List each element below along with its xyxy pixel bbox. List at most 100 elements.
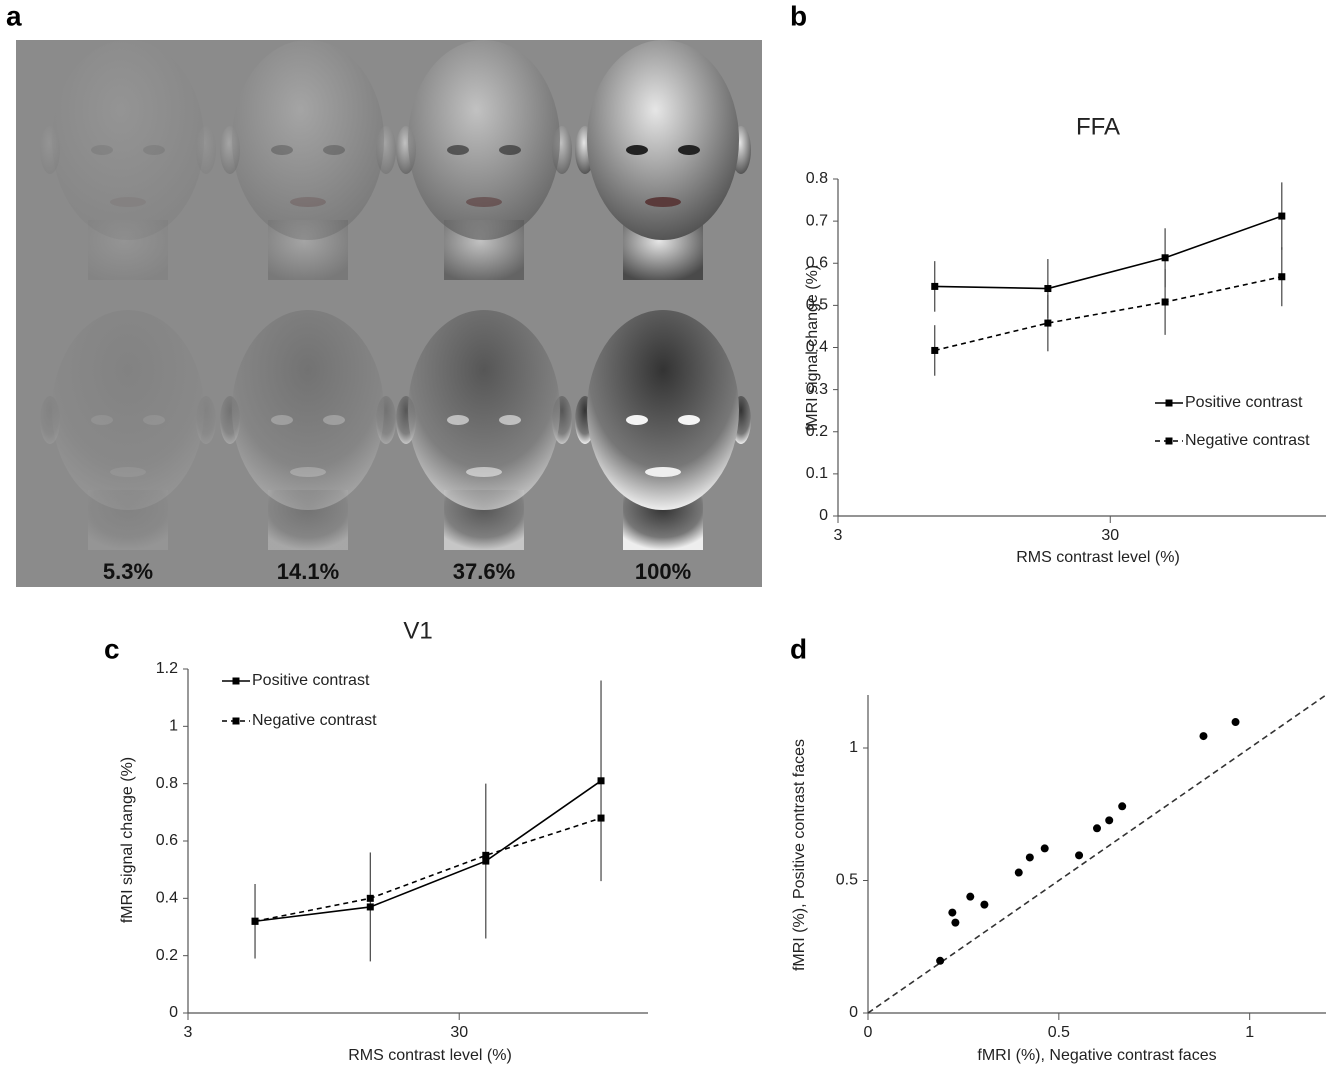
face-eye [91,145,113,155]
chart-title: V1 [403,617,432,644]
contrast-label: 100% [635,559,691,584]
y-tick-label: 0 [849,1004,858,1021]
face-eye [323,145,345,155]
panel-letter: c [104,633,120,664]
marker [367,895,374,902]
panel-letter: d [790,633,807,664]
legend-label: Positive contrast [252,672,370,689]
contrast-label: 14.1% [277,559,339,584]
face-eye [447,415,469,425]
face-head [408,40,560,240]
series-line [255,818,601,921]
legend-marker [1166,400,1173,407]
y-axis-label: fMRI signal change (%) [119,757,136,923]
legend-label: Negative contrast [252,712,377,729]
figure: a b c d 5.3% 14.1% 37.6% 100% FFA RMS contras… [0,0,1336,1070]
y-tick-label: 0.8 [806,170,828,187]
point [980,901,988,909]
point [1075,851,1083,859]
y-tick-label: 0.6 [156,832,178,849]
x-axis-label: fMRI (%), Negative contrast faces [977,1047,1216,1064]
x-tick-label: 30 [450,1024,468,1041]
marker [482,852,489,859]
x-axis-label: RMS contrast level (%) [348,1047,512,1064]
face-eye [323,415,345,425]
point [1118,802,1126,810]
face-mouth [645,197,681,207]
contrast-label: 5.3% [103,559,153,584]
x-tick-label: 3 [834,527,843,544]
face-eye [271,415,293,425]
marker [1162,254,1169,261]
x-tick-label: 30 [1101,527,1119,544]
point [1041,844,1049,852]
face-mouth [645,467,681,477]
y-tick-label: 1.2 [156,660,178,677]
point [1105,816,1113,824]
y-tick-label: 0 [819,507,828,524]
panel-letter: a [6,0,22,31]
y-tick-label: 0.4 [806,339,828,356]
face-mouth [110,197,146,207]
legend-label: Positive contrast [1185,394,1303,411]
marker [598,815,605,822]
y-tick-label: 1 [849,739,858,756]
chart-title: FFA [1076,113,1120,140]
legend-marker [233,718,240,725]
face-head [52,40,204,240]
x-tick-label: 0 [864,1024,873,1041]
face-head [232,40,384,240]
face-head [232,310,384,510]
y-tick-label: 0.3 [806,381,828,398]
y-tick-label: 0.6 [806,254,828,271]
x-axis-label: RMS contrast level (%) [1016,549,1180,566]
marker [1044,285,1051,292]
marker [1278,213,1285,220]
series-line [255,781,601,921]
marker [931,347,938,354]
y-tick-label: 0.5 [836,872,858,889]
face-eye [143,145,165,155]
point [1199,732,1207,740]
face-mouth [466,197,502,207]
y-tick-label: 0.7 [806,212,828,229]
contrast-label: 37.6% [453,559,515,584]
series-line [935,216,1282,288]
marker [1278,273,1285,280]
y-tick-label: 0 [169,1004,178,1021]
y-tick-label: 0.5 [806,297,828,314]
panel-letter: b [790,0,807,31]
face-mouth [290,197,326,207]
face-eye [271,145,293,155]
point [1232,718,1240,726]
y-tick-label: 0.2 [806,423,828,440]
marker [931,283,938,290]
legend-marker [1166,438,1173,445]
identity-line [868,695,1326,1013]
point [948,909,956,917]
marker [367,903,374,910]
y-tick-label: 0.8 [156,775,178,792]
face-eye [91,415,113,425]
legend-marker [233,678,240,685]
face-eye [143,415,165,425]
face-mouth [466,467,502,477]
x-tick-label: 3 [184,1024,193,1041]
face-eye [626,145,648,155]
face-eye [499,145,521,155]
y-tick-label: 1 [169,718,178,735]
face-head [408,310,560,510]
x-tick-label: 1 [1245,1024,1254,1041]
point [1026,853,1034,861]
legend-label: Negative contrast [1185,432,1310,449]
face-mouth [110,467,146,477]
point [966,893,974,901]
face-head [587,310,739,510]
y-tick-label: 0.4 [156,890,178,907]
face-eye [447,145,469,155]
marker [1162,299,1169,306]
face-eye [499,415,521,425]
point [1015,869,1023,877]
y-tick-label: 0.1 [806,465,828,482]
face-head [52,310,204,510]
